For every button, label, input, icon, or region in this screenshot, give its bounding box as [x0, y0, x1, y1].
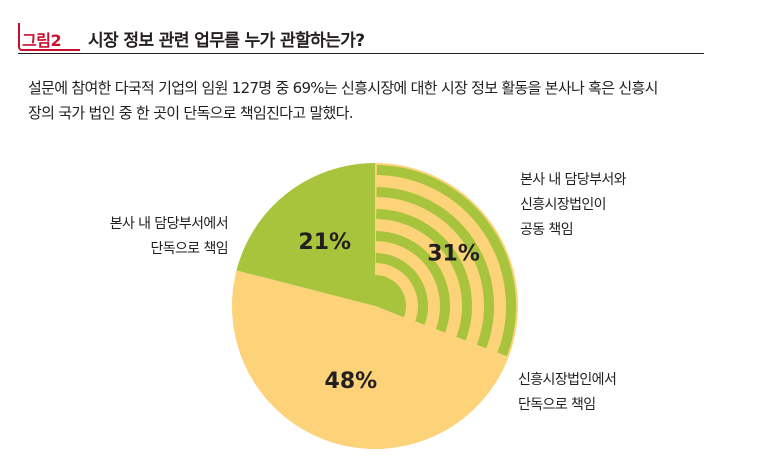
intro-line-1: 설문에 참여한 다국적 기업의 임원 127명 중 69%는 신흥시장에 대한 …: [28, 79, 658, 97]
callout-local-line-1: 신흥시장법인에서: [518, 372, 617, 388]
figure-title: 시장 정보 관련 업무를 누가 관할하는가?: [88, 31, 365, 51]
pie-slice-joint-band-5: [375, 253, 428, 325]
callout-local-line-2: 단독으로 책임: [518, 397, 596, 413]
pie-value-label-local: 48%: [325, 369, 378, 394]
callout-joint-line-2: 신흥시장법인이: [520, 197, 607, 213]
figure-tag: 그림2: [22, 31, 62, 50]
callout-local: 신흥시장법인에서 단독으로 책임: [518, 368, 617, 418]
callout-joint-line-1: 본사 내 담당부서와: [520, 172, 627, 188]
intro-line-2: 장의 국가 법인 중 한 곳이 단독으로 책임진다고 말했다.: [28, 104, 354, 122]
callout-hq-line-1: 본사 내 담당부서에서: [109, 216, 229, 232]
pie-slice-joint-core: [375, 275, 406, 318]
pie-slice-joint-band-3: [376, 209, 472, 341]
pie-slice-joint: [375, 163, 518, 359]
callout-joint-line-3: 공동 책임: [520, 222, 574, 238]
pie-slice-local: [232, 270, 508, 449]
figure-header: 그림2 시장 정보 관련 업무를 누가 관할하는가?: [18, 22, 704, 58]
callout-hq: 본사 내 담당부서에서 단독으로 책임: [88, 212, 229, 262]
pie-slice-joint-band-2: [376, 187, 494, 349]
pie-value-labels: 31% 48% 21%: [298, 230, 480, 394]
pie-slice-joint-band-1: [376, 165, 516, 357]
pie-value-label-joint: 31%: [427, 242, 480, 267]
pie-slices: [232, 163, 518, 449]
callout-joint: 본사 내 담당부서와 신흥시장법인이 공동 책임: [520, 168, 627, 243]
figure-title-rule: [18, 53, 704, 54]
figure-tag-bracket: [18, 23, 80, 51]
pie-slice-hq: [236, 163, 375, 306]
pie-slice-joint-band-4: [375, 231, 450, 333]
callout-hq-line-2: 단독으로 책임: [150, 241, 228, 257]
pie-value-label-hq: 21%: [298, 230, 351, 255]
intro-text: 설문에 참여한 다국적 기업의 임원 127명 중 69%는 신흥시장에 대한 …: [28, 76, 728, 126]
